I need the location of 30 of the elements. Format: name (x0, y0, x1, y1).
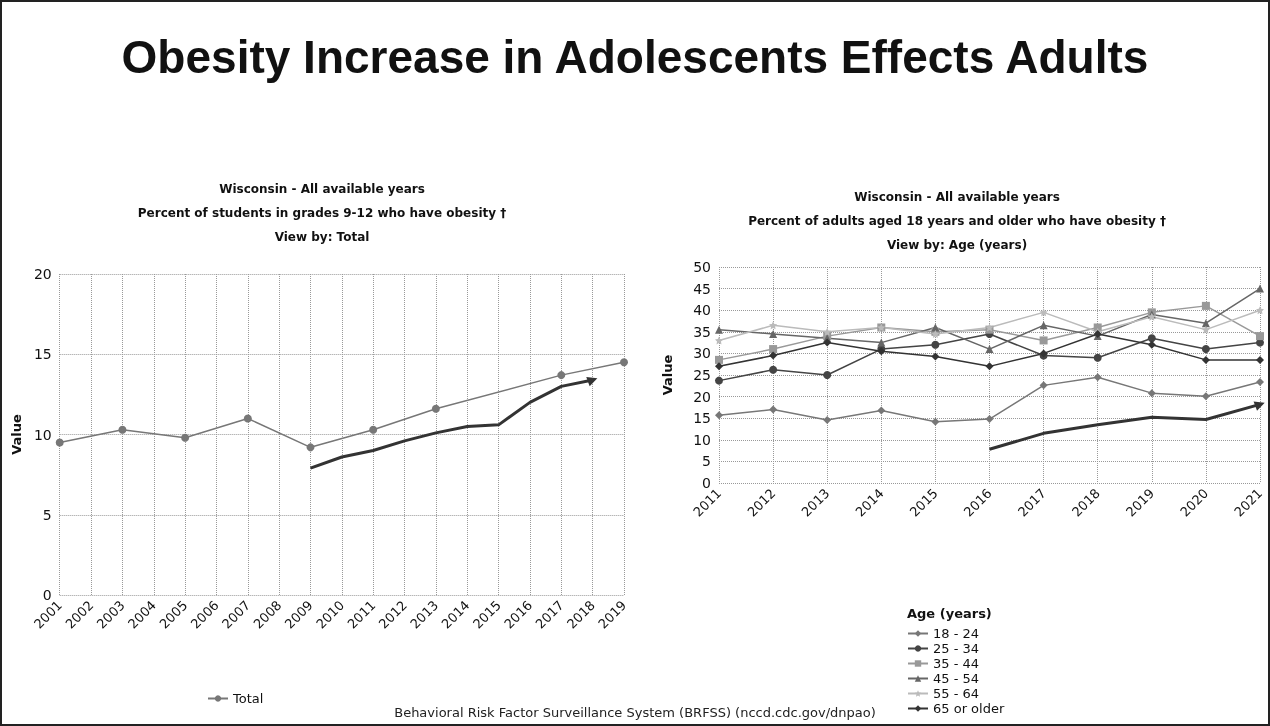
chart-title: Wisconsin - All available years Percent of adults aged 18 years and older who have obesity † View by: Age (years) (748, 190, 1166, 252)
y-tick-label: 5 (42, 506, 52, 523)
y-tick-label: 20 (33, 266, 52, 282)
y-tick-label: 0 (702, 475, 711, 491)
text: Behavioral Risk Factor Surveillance System (BRFSS) (nccd.cdc.gov/dnpao) (394, 705, 876, 720)
legend-label: Total (232, 691, 264, 706)
legend-label: 18 - 24 (933, 626, 980, 641)
y-axis-title: Value (660, 354, 675, 396)
y-tick-label: 30 (693, 345, 711, 362)
y-tick-label: 35 (693, 323, 711, 340)
y-axis-title: Value (9, 413, 24, 455)
y-tick-label: 50 (693, 259, 711, 275)
y-tick-label: 15 (693, 410, 711, 427)
chart-subtitle: Wisconsin - All available years Percent of students in grades 9-12 who have obesity † View by: Total (137, 182, 507, 244)
y-tick-label: 20 (693, 388, 711, 405)
legend-label: 45 - 54 (933, 671, 980, 686)
legend-label: 55 - 64 (933, 686, 980, 701)
legend-label: 65 or older (933, 701, 1005, 716)
y-tick-label: 0 (42, 587, 52, 603)
chart-title: Obesity Increase in Adolescents Effects Adults (120, 30, 1150, 84)
y-tick-label: 45 (693, 280, 711, 297)
legend-label: 25 - 34 (933, 641, 980, 656)
y-tick-label: 40 (693, 302, 711, 319)
y-tick-label: 10 (693, 431, 711, 448)
legend-label: 35 - 44 (933, 656, 980, 671)
y-tick-label: 10 (33, 426, 52, 443)
y-tick-label: 5 (702, 453, 711, 470)
y-tick-label: 25 (693, 367, 711, 383)
legend-title: Age (years) (907, 606, 992, 621)
y-tick-label: 15 (33, 346, 52, 363)
